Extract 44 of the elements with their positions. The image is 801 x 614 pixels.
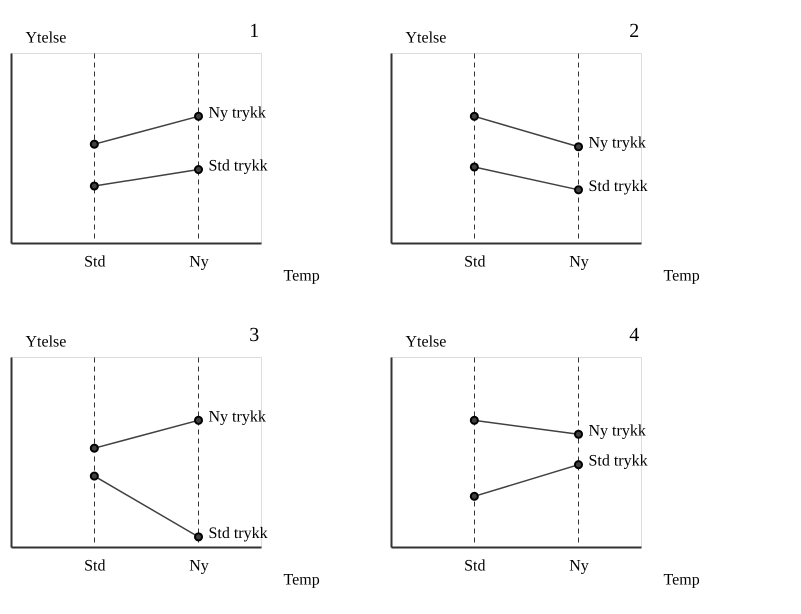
point (90, 472, 99, 481)
point (194, 165, 204, 174)
x-tick-label: Std (464, 558, 486, 574)
point (470, 416, 479, 425)
point (574, 460, 584, 470)
point (470, 492, 479, 501)
point (90, 444, 99, 453)
x-tick-label: Ny (569, 558, 589, 574)
series-label: Std trykk (588, 452, 648, 470)
x-axis-title: Temp (284, 268, 320, 284)
x-axis-title: Temp (664, 268, 700, 284)
point (574, 185, 584, 194)
chart-title: 4 (629, 324, 640, 346)
series-label: Ny trykk (588, 134, 646, 152)
y-axis-title: Ytelse (406, 334, 446, 350)
point (194, 416, 204, 425)
y-axis-title: Ytelse (26, 334, 66, 350)
point (470, 162, 479, 172)
series-label: Ny trykk (208, 408, 266, 426)
series-label: Std trykk (208, 524, 268, 542)
chart-title: 1 (249, 20, 260, 42)
point (574, 142, 584, 152)
x-tick-label: Ny (189, 558, 209, 574)
point (194, 532, 204, 542)
point (90, 181, 99, 191)
x-tick-label: Ny (189, 254, 209, 270)
x-tick-label: Ny (569, 254, 589, 270)
x-tick-label: Std (84, 558, 106, 574)
chart-title: 2 (629, 20, 640, 42)
series-label: Ny trykk (208, 104, 266, 122)
chart-title: 3 (249, 324, 260, 346)
series-label: Std trykk (588, 178, 648, 195)
y-axis-title: Ytelse (26, 30, 66, 46)
y-axis-title: Ytelse (406, 30, 446, 46)
x-axis-title: Temp (664, 572, 700, 588)
series-label: Std trykk (208, 158, 268, 175)
x-axis-title: Temp (284, 572, 320, 588)
point (90, 140, 99, 149)
x-tick-label: Std (84, 254, 106, 270)
point (194, 112, 204, 121)
x-tick-label: Std (464, 254, 486, 270)
series-label: Ny trykk (588, 422, 646, 440)
point (470, 112, 479, 121)
point (574, 430, 584, 439)
